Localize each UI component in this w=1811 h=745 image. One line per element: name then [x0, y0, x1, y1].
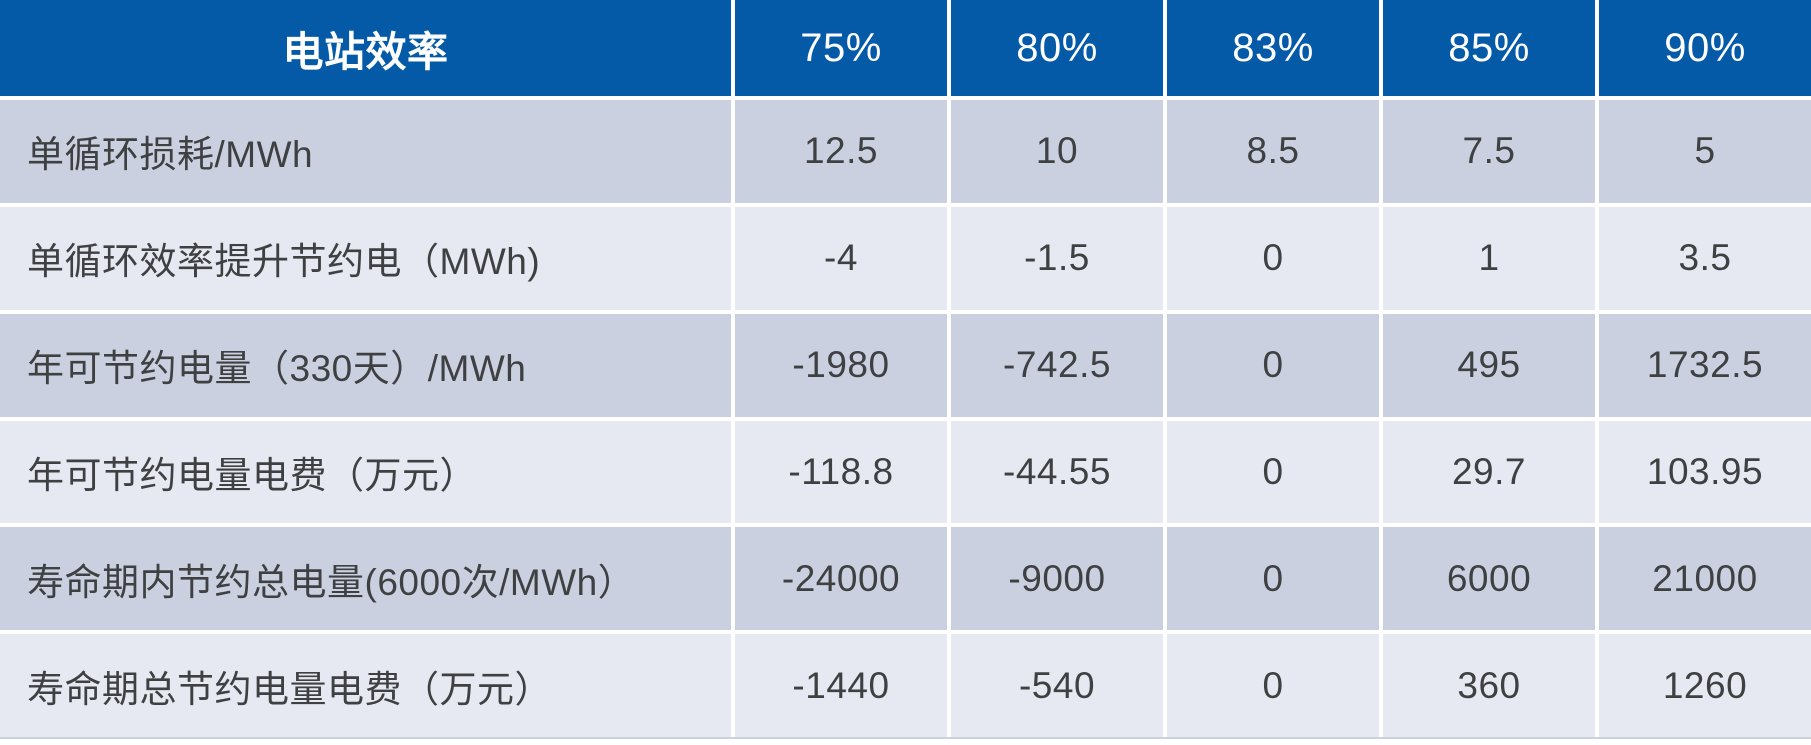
data-cell: 0 [1167, 313, 1379, 417]
row-label-annual-energy-savings: 年可节约电量（330天）/MWh [0, 313, 731, 417]
table-header-col-83: 83% [1167, 0, 1379, 96]
table-header-col-85: 85% [1383, 0, 1595, 96]
row-label-lifetime-energy-savings: 寿命期内节约总电量(6000次/MWh） [0, 527, 731, 631]
data-cell: 0 [1167, 527, 1379, 631]
data-cell: 103.95 [1599, 420, 1811, 524]
table-header-title: 电站效率 [0, 0, 731, 96]
table-bottom-border [0, 737, 1811, 739]
data-cell: 0 [1167, 634, 1379, 737]
data-cell: 21000 [1599, 527, 1811, 631]
table-header-col-80: 80% [951, 0, 1163, 96]
data-cell: 1 [1383, 206, 1595, 310]
data-cell: 1260 [1599, 634, 1811, 737]
row-label-single-cycle-loss: 单循环损耗/MWh [0, 100, 731, 203]
data-cell: 360 [1383, 634, 1595, 737]
row-label-annual-cost-savings: 年可节约电量电费（万元） [0, 420, 731, 524]
data-cell: -1980 [735, 313, 947, 417]
data-cell: 0 [1167, 206, 1379, 310]
data-cell: -1.5 [951, 206, 1163, 310]
row-label-single-cycle-savings: 单循环效率提升节约电（MWh) [0, 206, 731, 310]
data-cell: 5 [1599, 100, 1811, 203]
data-cell: 0 [1167, 420, 1379, 524]
data-cell: -540 [951, 634, 1163, 737]
data-cell: -742.5 [951, 313, 1163, 417]
data-cell: 6000 [1383, 527, 1595, 631]
data-cell: 10 [951, 100, 1163, 203]
data-cell: -44.55 [951, 420, 1163, 524]
data-cell: 3.5 [1599, 206, 1811, 310]
table-header-col-75: 75% [735, 0, 947, 96]
table-header-col-90: 90% [1599, 0, 1811, 96]
data-cell: -9000 [951, 527, 1163, 631]
data-cell: 29.7 [1383, 420, 1595, 524]
data-cell: -4 [735, 206, 947, 310]
data-cell: -118.8 [735, 420, 947, 524]
data-cell: 12.5 [735, 100, 947, 203]
data-cell: -24000 [735, 527, 947, 631]
data-cell: -1440 [735, 634, 947, 737]
data-cell: 8.5 [1167, 100, 1379, 203]
row-label-lifetime-cost-savings: 寿命期总节约电量电费（万元） [0, 634, 731, 737]
data-cell: 495 [1383, 313, 1595, 417]
data-cell: 7.5 [1383, 100, 1595, 203]
data-cell: 1732.5 [1599, 313, 1811, 417]
